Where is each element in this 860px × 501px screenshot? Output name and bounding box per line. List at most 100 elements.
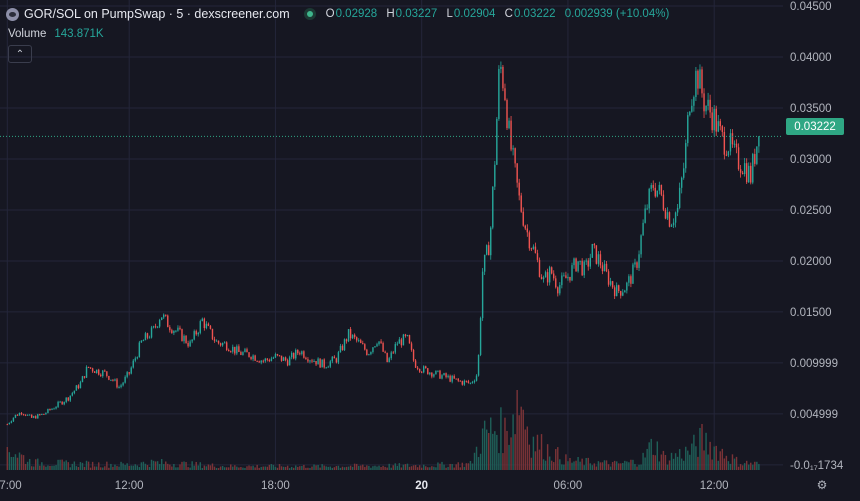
candle-body — [605, 263, 608, 272]
candle-body — [589, 257, 591, 267]
volume-bar — [364, 466, 366, 470]
candle-body — [158, 320, 161, 327]
volume-bar — [33, 466, 35, 470]
candle-body — [14, 414, 17, 418]
candle-body — [756, 146, 758, 164]
candle-body — [427, 368, 429, 375]
candle-body — [140, 340, 143, 343]
volume-label: Volume — [8, 28, 47, 40]
volume-bar — [695, 446, 697, 470]
volume-bar — [707, 454, 709, 470]
volume-bar — [358, 465, 360, 470]
settings-button[interactable]: ⚙ — [815, 478, 829, 492]
candle-body — [429, 372, 431, 375]
candle-body — [297, 350, 299, 354]
candle-body — [591, 244, 594, 258]
volume-bar — [514, 434, 516, 470]
volume-bar — [380, 466, 382, 470]
candle-body — [61, 401, 63, 405]
candle-body — [557, 287, 559, 294]
volume-bar — [14, 454, 17, 470]
volume-bar — [386, 467, 388, 470]
candle-body — [662, 194, 665, 210]
candle-body — [47, 408, 49, 413]
candle-body — [175, 330, 177, 332]
candle-body — [595, 245, 598, 264]
candle-body — [8, 422, 11, 425]
volume-bar — [57, 459, 59, 470]
candle-body — [754, 154, 756, 164]
volume-bar — [502, 453, 504, 470]
volume-bar — [524, 429, 526, 470]
candle-body — [345, 339, 348, 342]
change-value: 0.002939 (+10.04%) — [564, 8, 670, 20]
volume-bar — [148, 466, 151, 470]
volume-bar — [240, 467, 242, 470]
volume-bar — [223, 467, 226, 470]
candle-body — [106, 371, 108, 376]
y-tick-label: 0.02000 — [790, 256, 832, 268]
candle-body — [520, 195, 522, 212]
volume-bar — [65, 460, 67, 470]
candle-body — [197, 332, 199, 335]
volume-bar — [490, 417, 492, 470]
chart-header: GOR/SOL on PumpSwap · 5 · dexscreener.co… — [6, 6, 675, 22]
candle-body — [441, 375, 443, 379]
volume-bar — [266, 466, 269, 470]
volume-bar — [337, 465, 340, 470]
high-label: H — [386, 8, 395, 20]
volume-bar — [335, 466, 338, 470]
candle-body — [579, 260, 581, 262]
candle-body — [65, 397, 67, 402]
settings-icon: ⚙ — [816, 478, 828, 492]
candle-body — [376, 344, 378, 347]
volume-bar — [331, 467, 334, 470]
candle-body — [699, 69, 701, 89]
volume-bar — [264, 466, 266, 470]
volume-bar — [28, 458, 31, 470]
volume-bar — [638, 464, 640, 470]
candle-body — [26, 414, 29, 416]
candle-body — [522, 211, 524, 226]
volume-bar — [548, 456, 551, 470]
volume-bar — [477, 457, 480, 470]
candle-body — [102, 370, 104, 377]
volume-bar — [620, 463, 622, 470]
candle-body — [313, 360, 315, 362]
candle-body — [236, 346, 238, 354]
candle-body — [475, 375, 478, 381]
volume-bar — [53, 465, 55, 470]
volume-bar — [8, 452, 11, 470]
candle-body — [546, 272, 549, 283]
volume-bar — [575, 460, 577, 470]
volume-bar — [518, 415, 520, 470]
candle-body — [414, 360, 417, 368]
candle-body — [142, 340, 145, 342]
volume-bar — [488, 432, 490, 470]
candle-body — [394, 344, 396, 353]
volume-bar — [242, 467, 244, 470]
volume-bar — [183, 461, 185, 470]
volume-bar — [453, 467, 455, 470]
candle-body — [353, 334, 356, 338]
candle-body — [748, 165, 750, 183]
candle-body — [272, 357, 275, 359]
candle-body — [609, 281, 612, 285]
volume-bar — [644, 457, 646, 470]
volume-bar — [571, 462, 573, 470]
token-logo-icon — [6, 7, 19, 21]
collapse-legend-button[interactable]: ⌃ — [8, 45, 32, 63]
candle-body — [221, 342, 224, 346]
volume-bar — [550, 460, 553, 470]
volume-bar — [89, 467, 92, 470]
candle-body — [534, 246, 537, 254]
candle-body — [481, 271, 484, 319]
candle-body — [672, 222, 675, 226]
candle-body — [136, 357, 139, 359]
y-tick-label: 0.004999 — [790, 409, 838, 421]
volume-bar — [534, 451, 537, 470]
volume-bar — [485, 429, 488, 470]
volume-bar — [693, 434, 695, 470]
volume-bar — [203, 465, 206, 470]
